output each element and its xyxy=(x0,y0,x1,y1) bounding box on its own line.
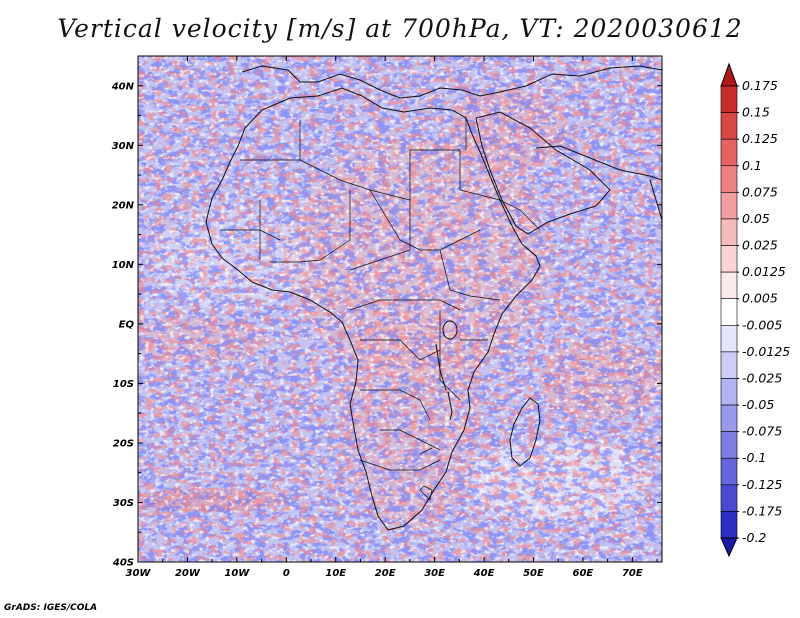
country-borders xyxy=(220,118,541,501)
coastlines xyxy=(205,65,662,531)
colorbar-swatch xyxy=(720,138,738,167)
colorbar-label: 0.1 xyxy=(742,158,762,173)
lon-tick-label: 50E xyxy=(523,568,544,579)
lakes xyxy=(435,320,458,421)
lon-tick-label: 30E xyxy=(424,568,445,579)
lat-tick-label: 20N xyxy=(112,200,135,211)
colorbar: 0.175 0.15 0.125 0.1 0.075 0.05 0.025 0.0125 0.0… xyxy=(720,62,790,558)
colorbar-label: -0.2 xyxy=(742,530,766,545)
lon-tick-label: 20W xyxy=(175,568,201,579)
colorbar-swatch xyxy=(720,298,738,326)
colorbar-label: -0.125 xyxy=(742,477,782,492)
colorbar-label: -0.075 xyxy=(742,424,782,439)
colorbar-swatch xyxy=(720,431,738,459)
lat-tick-label: 10S xyxy=(113,379,134,390)
colorbar-swatch xyxy=(720,378,738,406)
lon-tick-label: 40E xyxy=(473,568,495,579)
lon-tick-label: 0 xyxy=(283,568,290,579)
credit-label: GrADS: IGES/COLA xyxy=(4,603,98,613)
colorbar-swatch xyxy=(720,484,738,512)
colorbar-label: 0.175 xyxy=(742,78,778,93)
velocity-field xyxy=(138,56,662,562)
colorbar-swatch xyxy=(720,218,738,246)
colorbar-swatch xyxy=(720,85,738,113)
axis-ticks xyxy=(137,56,662,563)
colorbar-swatch xyxy=(720,351,738,379)
lat-tick-label: 30S xyxy=(113,498,134,509)
colorbar-swatch xyxy=(720,245,738,273)
lat-tick-label: 20S xyxy=(113,438,134,449)
colorbar-bottom-arrow xyxy=(720,537,738,558)
colorbar-label: -0.05 xyxy=(742,397,774,412)
colorbar-label: 0.025 xyxy=(742,238,778,253)
colorbar-label: 0.0125 xyxy=(742,264,786,279)
lat-tick-label: 30N xyxy=(112,141,135,152)
lat-tick-label: 40S xyxy=(112,558,134,569)
map-title: Vertical velocity [m/s] at 700hPa, VT: 2… xyxy=(57,14,743,43)
lon-tick-label: 20E xyxy=(375,568,396,579)
colorbar-label: 0.05 xyxy=(742,211,770,226)
lon-tick-label: 10W xyxy=(224,568,250,579)
lon-tick-label: 30W xyxy=(126,568,152,579)
colorbar-swatch xyxy=(720,165,738,193)
colorbar-top-arrow xyxy=(720,62,738,87)
colorbar-label: -0.1 xyxy=(742,450,766,465)
colorbar-swatch xyxy=(720,192,738,220)
lat-tick-label: 10N xyxy=(112,260,135,271)
colorbar-swatch xyxy=(720,112,738,140)
plot-frame xyxy=(137,55,663,563)
colorbar-swatch xyxy=(720,271,738,300)
colorbar-label: 0.15 xyxy=(742,105,770,120)
colorbar-label: 0.005 xyxy=(742,291,778,306)
colorbar-swatch xyxy=(720,457,738,486)
lat-tick-label: 40N xyxy=(111,81,135,92)
axis-labels: 30W 20W 10W 0 10E 20E 30E 40E 50E 60E 70E 40N 30N 20N… xyxy=(111,81,643,579)
lon-tick-label: 10E xyxy=(325,568,346,579)
lat-tick-label: EQ xyxy=(119,319,135,330)
colorbar-swatch xyxy=(720,511,738,539)
colorbar-label: -0.0125 xyxy=(742,344,790,359)
colorbar-swatch xyxy=(720,324,738,353)
colorbar-swatch xyxy=(720,404,738,432)
colorbar-label: 0.075 xyxy=(742,184,778,199)
lon-tick-label: 70E xyxy=(622,568,643,579)
colorbar-label: -0.005 xyxy=(742,317,782,332)
lon-tick-label: 60E xyxy=(573,568,594,579)
colorbar-label: -0.025 xyxy=(742,370,782,385)
colorbar-label: -0.175 xyxy=(742,503,782,518)
colorbar-label: 0.125 xyxy=(742,131,778,146)
